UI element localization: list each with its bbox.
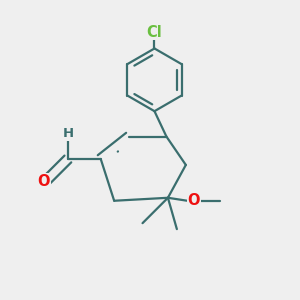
Text: O: O bbox=[188, 193, 200, 208]
Text: Cl: Cl bbox=[147, 25, 162, 40]
Text: H: H bbox=[62, 127, 74, 140]
Text: O: O bbox=[37, 174, 50, 189]
